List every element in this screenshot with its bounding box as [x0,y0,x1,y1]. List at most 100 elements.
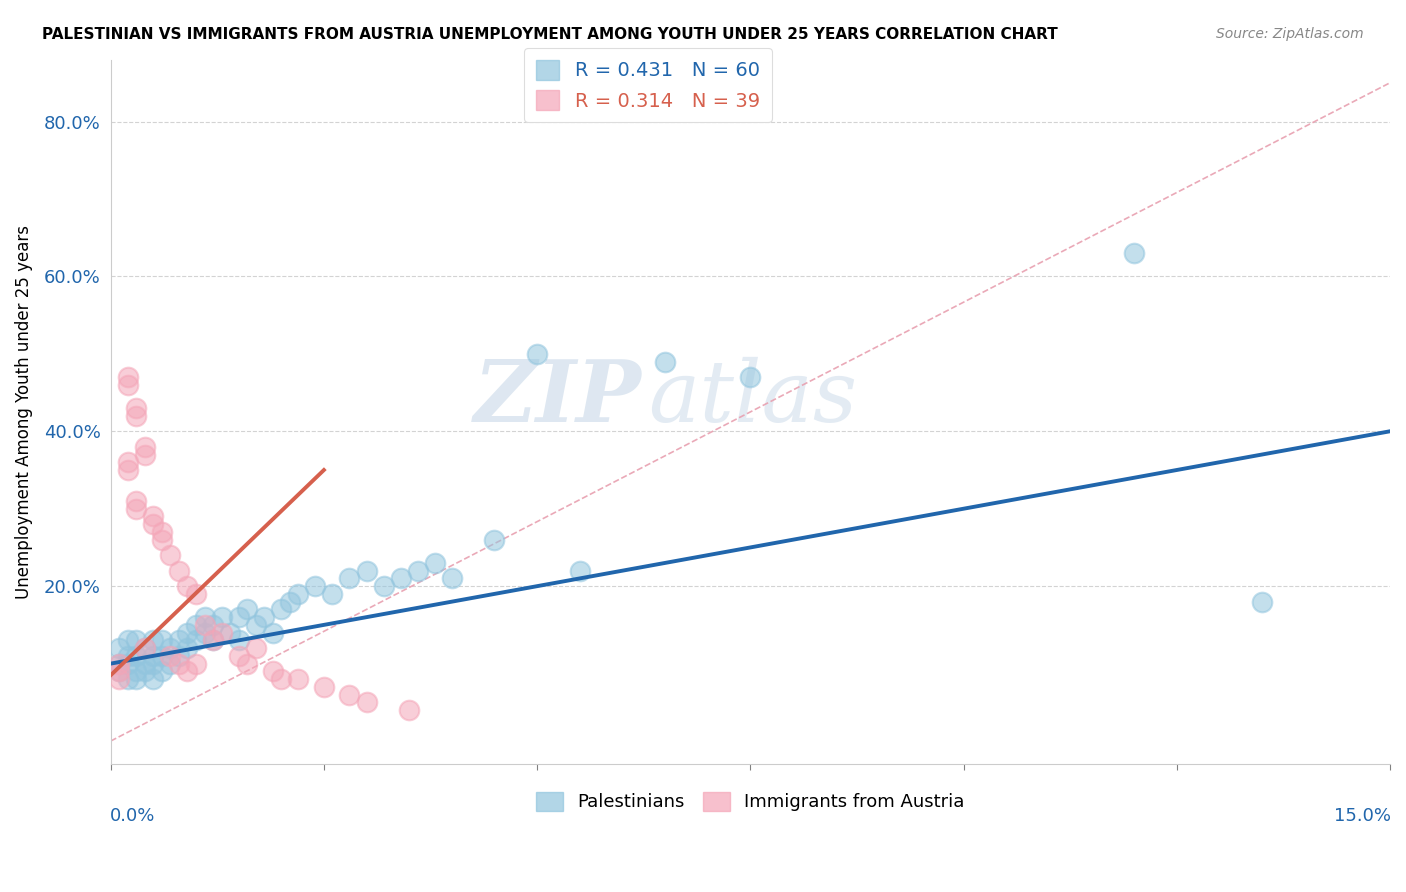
Point [167,564,190,578]
Point [1123,246,1146,260]
Point [398,703,420,717]
Text: PALESTINIAN VS IMMIGRANTS FROM AUSTRIA UNEMPLOYMENT AMONG YOUTH UNDER 25 YEARS C: PALESTINIAN VS IMMIGRANTS FROM AUSTRIA U… [42,27,1057,42]
Point [389,571,412,585]
Point [176,665,198,679]
Point [236,602,259,616]
Point [134,641,156,656]
Point [134,665,156,679]
Point [159,657,181,671]
Point [202,633,225,648]
Point [262,665,284,679]
Point [526,347,548,361]
Point [356,695,378,709]
Point [245,641,267,656]
Point [1251,594,1274,608]
Point [125,409,148,423]
Point [167,648,190,663]
Point [125,648,148,663]
Point [184,618,207,632]
Text: atlas: atlas [648,357,858,439]
Point [150,533,173,547]
Point [287,672,309,686]
Text: 15.0%: 15.0% [1334,806,1391,824]
Point [117,657,139,671]
Point [108,665,131,679]
Point [142,648,165,663]
Point [228,633,250,648]
Text: Source: ZipAtlas.com: Source: ZipAtlas.com [1216,27,1364,41]
Point [134,448,156,462]
Point [176,625,198,640]
Point [117,455,139,469]
Point [184,587,207,601]
Point [108,672,131,686]
Point [125,672,148,686]
Point [253,610,276,624]
Point [211,610,233,624]
Point [176,579,198,593]
Point [228,610,250,624]
Point [134,641,156,656]
Point [184,633,207,648]
Point [304,579,326,593]
Point [142,509,165,524]
Point [159,548,181,562]
Point [134,657,156,671]
Point [125,494,148,508]
Text: ZIP: ZIP [474,356,641,440]
Point [245,618,267,632]
Legend: Palestinians, Immigrants from Austria: Palestinians, Immigrants from Austria [529,785,972,819]
Point [108,657,131,671]
Point [159,641,181,656]
Point [219,625,242,640]
Point [125,665,148,679]
Point [142,657,165,671]
Point [159,648,181,663]
Point [117,463,139,477]
Point [202,618,225,632]
Point [740,370,762,384]
Point [654,354,676,368]
Point [339,688,361,702]
Point [228,648,250,663]
Text: 0.0%: 0.0% [110,806,155,824]
Point [117,633,139,648]
Point [262,625,284,640]
Point [270,672,292,686]
Point [134,440,156,454]
Point [167,633,190,648]
Point [150,633,173,648]
Point [117,648,139,663]
Point [193,625,215,640]
Point [150,665,173,679]
Point [108,657,131,671]
Point [440,571,463,585]
Point [176,641,198,656]
Point [125,633,148,648]
Point [184,657,207,671]
Point [125,401,148,415]
Point [373,579,395,593]
Point [117,672,139,686]
Point [236,657,259,671]
Point [142,672,165,686]
Point [150,648,173,663]
Point [312,680,335,694]
Point [202,633,225,648]
Point [321,587,343,601]
Point [287,587,309,601]
Point [270,602,292,616]
Point [423,556,446,570]
Point [150,524,173,539]
Point [278,594,301,608]
Point [211,625,233,640]
Point [167,657,190,671]
Point [108,665,131,679]
Point [356,564,378,578]
Point [108,641,131,656]
Point [339,571,361,585]
Point [568,564,591,578]
Point [142,633,165,648]
Point [142,517,165,532]
Point [117,370,139,384]
